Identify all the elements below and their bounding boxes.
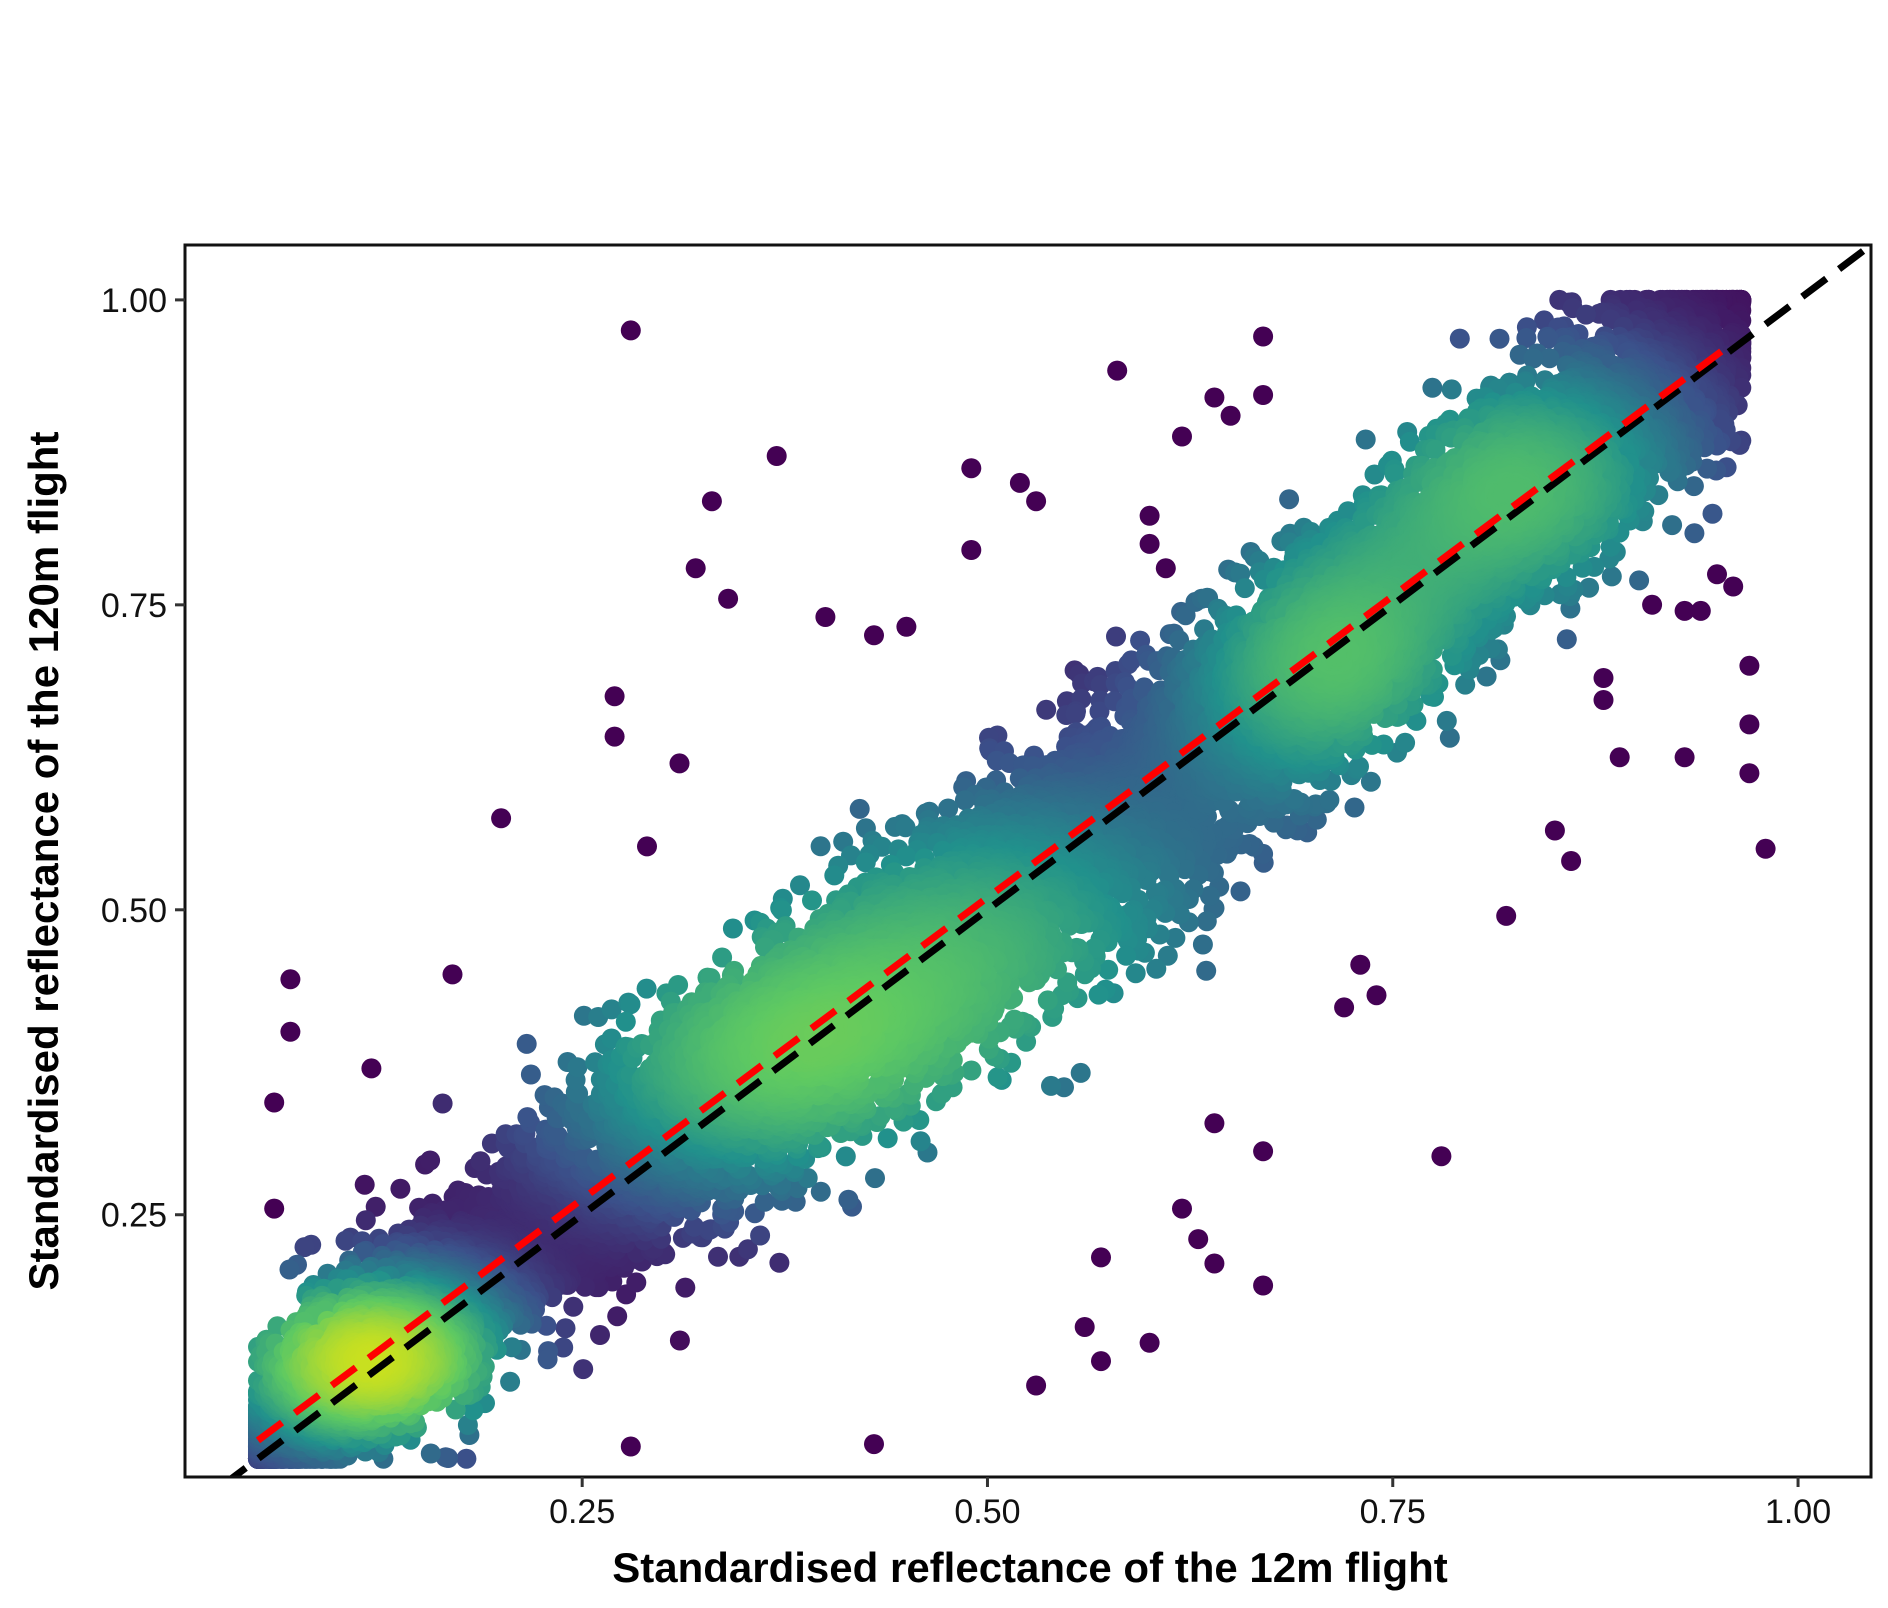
data-point	[432, 1093, 453, 1114]
data-point	[520, 1064, 541, 1085]
data-point	[1196, 911, 1217, 932]
data-point	[563, 1296, 584, 1317]
data-point	[1036, 699, 1057, 720]
data-point	[555, 1318, 576, 1339]
data-point	[1441, 379, 1462, 400]
data-point	[1662, 515, 1683, 536]
data-point	[354, 1174, 375, 1195]
data-point	[1070, 1062, 1091, 1083]
data-point	[708, 1246, 728, 1267]
data-point	[517, 1107, 538, 1128]
data-point	[824, 865, 845, 886]
data-point	[636, 978, 657, 999]
data-point	[1230, 881, 1251, 902]
data-point	[1355, 429, 1376, 450]
data-point	[1439, 727, 1460, 748]
data-point	[1146, 958, 1167, 979]
data-point	[1489, 328, 1510, 349]
data-point	[1556, 629, 1577, 650]
data-point	[573, 1359, 594, 1380]
data-point	[1422, 377, 1443, 398]
data-point	[849, 798, 870, 819]
data-point	[1629, 570, 1650, 591]
data-points	[248, 289, 1776, 1469]
data-point	[456, 1448, 477, 1469]
data-point	[620, 994, 641, 1015]
data-point	[590, 1325, 610, 1345]
data-point	[675, 1277, 696, 1298]
data-point	[810, 836, 831, 857]
data-point	[294, 1237, 315, 1258]
data-point	[626, 1272, 647, 1293]
data-point	[537, 1349, 558, 1370]
data-point	[1344, 797, 1365, 818]
data-point	[987, 1067, 1008, 1088]
data-point	[1576, 304, 1596, 325]
data-point	[420, 1443, 441, 1464]
data-point	[1192, 934, 1213, 955]
data-point	[607, 1306, 628, 1327]
data-point	[1196, 960, 1217, 981]
data-point	[1702, 503, 1723, 524]
data-point	[877, 1128, 898, 1149]
data-point	[1088, 984, 1109, 1005]
data-point	[1279, 489, 1300, 510]
data-point	[1125, 963, 1146, 984]
data-point	[1065, 703, 1086, 724]
data-point	[938, 798, 959, 819]
data-point	[1449, 328, 1470, 349]
data-point	[865, 1168, 885, 1189]
data-point	[1523, 348, 1544, 369]
data-point	[500, 1371, 521, 1392]
data-point	[355, 1210, 376, 1231]
data-point	[835, 1146, 856, 1167]
data-point	[838, 1189, 859, 1210]
data-point	[1116, 945, 1137, 966]
data-point	[1319, 790, 1340, 810]
data-point	[1041, 1075, 1061, 1096]
data-point	[769, 1252, 790, 1273]
data-point	[1349, 756, 1369, 777]
data-point	[1684, 523, 1705, 544]
data-point	[516, 1033, 537, 1054]
data-point	[615, 1011, 636, 1032]
data-point	[420, 1150, 441, 1171]
data-point	[722, 918, 743, 939]
data-point	[1106, 626, 1126, 647]
data-point	[910, 1131, 931, 1152]
data-point	[390, 1178, 411, 1199]
data-point	[1601, 566, 1622, 587]
data-point	[1234, 578, 1255, 599]
data-point	[669, 1330, 690, 1351]
data-point	[737, 1239, 758, 1260]
data-point	[750, 1225, 771, 1246]
data-point	[567, 1057, 588, 1078]
data-point	[470, 1151, 491, 1172]
data-point	[1436, 710, 1457, 731]
data-point	[802, 890, 822, 911]
data-point	[279, 1259, 300, 1280]
data-point	[1395, 732, 1416, 753]
data-point	[1476, 666, 1497, 687]
